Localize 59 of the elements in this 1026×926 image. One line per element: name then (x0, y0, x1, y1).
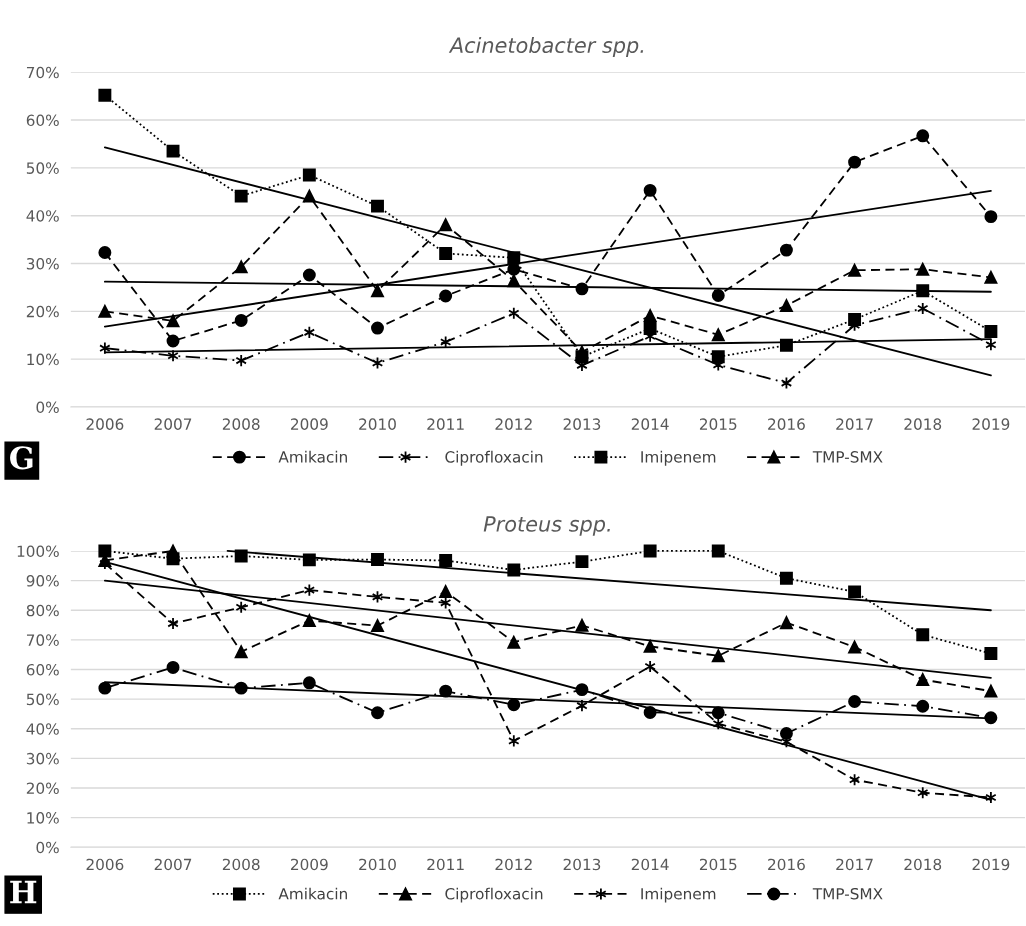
text: G (10, 446, 33, 470)
x-tick-label: 2007 (154, 418, 192, 430)
x-tick-label: 2012 (495, 858, 532, 871)
x-tick-label: 2018 (904, 858, 942, 871)
legend-label: TMP-SMX (812, 887, 883, 900)
y-tick-label: 50% (26, 162, 59, 174)
chart-title: Proteus spp. (483, 516, 610, 536)
y-tick-label: 70% (26, 634, 59, 646)
y-tick-label: 60% (26, 114, 59, 127)
x-tick-label: 2014 (631, 858, 669, 871)
y-tick-label: 50% (26, 693, 59, 706)
y-tick-label: 10% (27, 353, 59, 366)
x-tick-label: 2010 (359, 858, 396, 871)
x-tick-label: 2007 (154, 858, 192, 871)
x-tick-label: 2016 (768, 858, 805, 871)
y-tick-label: 20% (26, 305, 59, 318)
x-tick-label: 2008 (222, 858, 260, 871)
chart-title: Acinetobacter spp. (448, 36, 644, 58)
y-tick-label: 30% (26, 752, 59, 765)
x-tick-label: 2013 (563, 418, 601, 430)
y-tick-label: 0% (36, 401, 59, 413)
x-tick-label: 2016 (768, 418, 805, 430)
x-tick-label: 2019 (972, 418, 1010, 430)
x-tick-label: 2013 (563, 858, 601, 871)
legend-label: Ciprofloxacin (445, 887, 543, 903)
x-tick-label: 2017 (836, 858, 873, 871)
x-tick-label: 2006 (86, 858, 124, 871)
x-tick-label: 2012 (495, 418, 532, 430)
x-tick-label: 2009 (291, 858, 328, 871)
x-tick-label: 2011 (427, 858, 464, 871)
x-tick-label: 2014 (631, 418, 669, 430)
x-tick-label: 2015 (699, 418, 737, 430)
y-tick-label: 40% (26, 210, 59, 222)
y-tick-label: 20% (26, 782, 59, 795)
x-tick-label: 2009 (291, 418, 328, 430)
y-tick-label: 60% (26, 663, 59, 676)
x-tick-label: 2019 (972, 858, 1010, 871)
y-tick-label: 10% (27, 812, 59, 824)
legend-label: Imipenem (641, 887, 716, 903)
legend-label: TMP-SMX (812, 451, 883, 463)
y-tick-label: 70% (26, 66, 59, 79)
x-tick-label: 2018 (904, 418, 942, 430)
x-tick-label: 2015 (699, 858, 737, 871)
legend-label: Imipenem (641, 450, 716, 466)
x-tick-label: 2011 (427, 418, 464, 430)
legend-label: Amikacin (278, 450, 347, 463)
y-tick-label: 90% (26, 575, 59, 587)
text: H (10, 880, 37, 904)
y-tick-label: 30% (26, 257, 59, 270)
y-tick-label: 40% (26, 723, 59, 735)
x-tick-label: 2010 (359, 418, 396, 430)
x-tick-label: 2008 (222, 418, 260, 430)
legend-label: Ciprofloxacin (445, 450, 543, 466)
x-tick-label: 2017 (836, 418, 873, 430)
y-tick-label: 80% (26, 604, 59, 617)
x-tick-label: 2006 (86, 418, 124, 430)
y-tick-label: 100% (17, 545, 59, 557)
y-tick-label: 0% (36, 841, 59, 854)
legend-label: Amikacin (278, 887, 347, 900)
